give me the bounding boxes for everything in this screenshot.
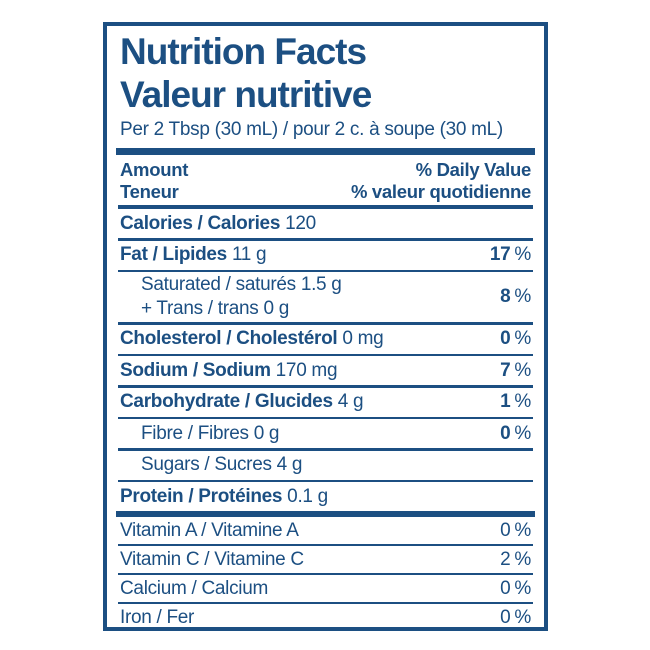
row-saturated-trans: Saturated / saturés 1.5 g + Trans / tran… xyxy=(120,272,531,322)
sodium-daily-value: 7% xyxy=(500,359,531,381)
row-divider xyxy=(118,448,533,451)
carbohydrate-label: Carbohydrate / Glucides 4 g xyxy=(120,391,364,412)
cholesterol-label: Cholesterol / Cholestérol 0 mg xyxy=(120,328,384,349)
trans-line: + Trans / trans 0 g xyxy=(141,298,289,319)
row-carbohydrate: Carbohydrate / Glucides 4 g 1% xyxy=(120,388,531,417)
cholesterol-value: 0 mg xyxy=(342,328,384,349)
carbohydrate-daily-value: 1% xyxy=(500,391,531,412)
sodium-value: 170 mg xyxy=(275,359,338,381)
row-vitamin-c: Vitamin C / Vitamine C 2% xyxy=(120,546,531,573)
sugars-label: Sugars / Sucres 4 g xyxy=(141,454,303,475)
protein-value: 0.1 g xyxy=(287,485,328,507)
row-cholesterol: Cholesterol / Cholestérol 0 mg 0% xyxy=(120,325,531,354)
row-calcium: Calcium / Calcium 0% xyxy=(120,575,531,602)
vitamin-c-label: Vitamin C / Vitamine C xyxy=(120,548,304,570)
calcium-daily-value: 0% xyxy=(500,577,531,599)
title-english: Nutrition Facts xyxy=(120,31,367,72)
calories-value: 120 xyxy=(285,212,316,234)
fibre-label: Fibre / Fibres 0 g xyxy=(141,422,280,444)
micronutrients-section: Vitamin A / Vitamine A 0% Vitamin C / Vi… xyxy=(118,517,533,628)
vitamin-a-label: Vitamin A / Vitamine A xyxy=(120,519,299,541)
protein-label: Protein / Protéines 0.1 g xyxy=(120,485,328,507)
fibre-daily-value: 0% xyxy=(500,422,531,444)
sodium-label: Sodium / Sodium 170 mg xyxy=(120,359,338,381)
row-divider xyxy=(118,602,533,604)
row-iron: Iron / Fer 0% xyxy=(120,604,531,628)
saturated-daily-value: 8% xyxy=(500,286,531,307)
thick-divider-micronutrients xyxy=(116,511,535,517)
row-divider xyxy=(118,479,533,482)
row-sodium: Sodium / Sodium 170 mg 7% xyxy=(120,356,531,385)
fat-daily-value: 17% xyxy=(489,244,531,265)
row-divider xyxy=(118,322,533,325)
row-fibre: Fibre / Fibres 0 g 0% xyxy=(120,419,531,448)
vitamin-c-daily-value: 2% xyxy=(500,548,531,570)
header-divider xyxy=(118,205,533,209)
nutrition-facts-label: Nutrition Facts Valeur nutritive Per 2 T… xyxy=(103,22,548,631)
row-divider xyxy=(118,353,533,356)
row-protein: Protein / Protéines 0.1 g xyxy=(120,482,531,511)
vitamin-a-daily-value: 0% xyxy=(500,519,531,541)
amount-header-en: Amount xyxy=(120,159,189,180)
iron-label: Iron / Fer xyxy=(120,606,195,628)
row-divider xyxy=(118,385,533,388)
calcium-label: Calcium / Calcium xyxy=(120,577,268,599)
row-fat: Fat / Lipides 11 g 17% xyxy=(120,241,531,270)
label-title: Nutrition Facts Valeur nutritive xyxy=(120,30,531,116)
row-divider xyxy=(118,544,533,546)
row-vitamin-a: Vitamin A / Vitamine A 0% xyxy=(120,517,531,544)
saturated-trans-label: Saturated / saturés 1.5 g + Trans / tran… xyxy=(120,273,342,321)
fat-label: Fat / Lipides 11 g xyxy=(120,244,267,265)
column-header-row-french: Teneur % valeur quotidienne xyxy=(120,181,531,203)
serving-size: Per 2 Tbsp (30 mL) / pour 2 c. à soupe (… xyxy=(120,119,503,140)
row-divider xyxy=(118,416,533,419)
row-divider xyxy=(118,269,533,272)
calories-label: Calories / Calories 120 xyxy=(120,212,316,234)
title-french: Valeur nutritive xyxy=(120,74,372,115)
column-headers: Amount % Daily Value Teneur % valeur quo… xyxy=(120,159,531,202)
row-divider xyxy=(118,573,533,575)
daily-value-header-en: % Daily Value xyxy=(415,159,532,180)
saturated-line: Saturated / saturés 1.5 g xyxy=(141,274,342,295)
daily-value-header-fr: % valeur quotidienne xyxy=(350,180,531,202)
column-header-row-english: Amount % Daily Value xyxy=(120,159,531,181)
amount-header-fr: Teneur xyxy=(120,180,179,202)
row-divider xyxy=(118,238,533,241)
row-calories: Calories / Calories 120 xyxy=(120,209,531,238)
iron-daily-value: 0% xyxy=(500,606,531,628)
cholesterol-daily-value: 0% xyxy=(500,328,531,349)
fat-value: 11 g xyxy=(231,244,267,265)
thick-divider-top xyxy=(116,148,535,155)
carbohydrate-value: 4 g xyxy=(337,391,364,412)
row-sugars: Sugars / Sucres 4 g xyxy=(120,451,531,480)
